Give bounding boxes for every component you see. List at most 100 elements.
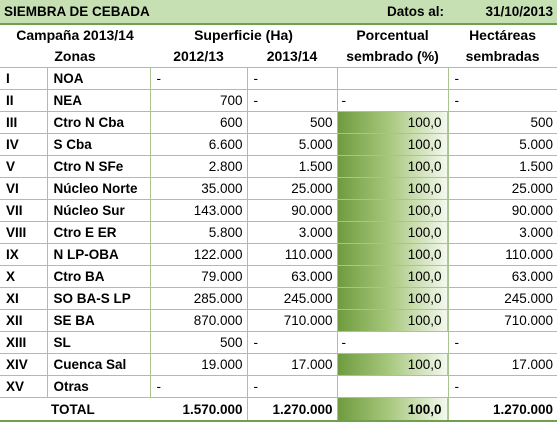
ha-sown: 5.000 [448, 133, 557, 156]
zone-code: XIII [0, 331, 48, 354]
ha-sown: 3.000 [448, 221, 557, 244]
surface-2013: 90.000 [247, 199, 338, 222]
total-row: TOTAL 1.570.000 1.270.000 100,0 1.270.00… [0, 397, 557, 422]
table-row: XII SE BA 870.000 710.000 100,0 710.000 [0, 309, 557, 332]
table-row: XV Otras - - - [0, 375, 557, 398]
zone-code: XI [0, 287, 48, 310]
surface-2012: 700 [150, 89, 248, 112]
pct-sown: 100,0 [337, 287, 449, 310]
surface-2013: - [247, 375, 338, 398]
ha-sown: - [448, 67, 557, 90]
surface-2012: 143.000 [150, 199, 248, 222]
surface-2012: 600 [150, 111, 248, 134]
zone-code: XV [0, 375, 48, 398]
surface-2013: 110.000 [247, 243, 338, 266]
zone-name: S Cba [47, 133, 151, 156]
surface-2012: 2.800 [150, 155, 248, 178]
date-value: 31/10/2013 [448, 0, 557, 25]
surface-2012: 35.000 [150, 177, 248, 200]
table-row: VII Núcleo Sur 143.000 90.000 100,0 90.000 [0, 199, 557, 222]
surface-2012: 79.000 [150, 265, 248, 288]
pct-sown: 100,0 [337, 133, 449, 156]
table-row: X Ctro BA 79.000 63.000 100,0 63.000 [0, 265, 557, 288]
zone-name: NEA [47, 89, 151, 112]
zone-name: Ctro BA [47, 265, 151, 288]
pct-sown: 100,0 [337, 177, 449, 200]
ha-sown: 1.500 [448, 155, 557, 178]
surface-2013: 710.000 [247, 309, 338, 332]
pct-sown: 100,0 [337, 199, 449, 222]
total-2013: 1.270.000 [247, 397, 338, 422]
surface-2012: 19.000 [150, 353, 248, 376]
pct-sown: 100,0 [337, 221, 449, 244]
surface-2013: 17.000 [247, 353, 338, 376]
pct-sown: 100,0 [337, 353, 449, 376]
surface-2013: 500 [247, 111, 338, 134]
zone-name: N LP-OBA [47, 243, 151, 266]
zone-code: IX [0, 243, 48, 266]
total-pct: 100,0 [337, 397, 449, 422]
campaign-header: Campaña 2013/14 [0, 24, 150, 45]
table-row: XIV Cuenca Sal 19.000 17.000 100,0 17.000 [0, 353, 557, 376]
header-row-1: Campaña 2013/14 Superficie (Ha) Porcentu… [0, 24, 557, 45]
table-row: XI SO BA-S LP 285.000 245.000 100,0 245.000 [0, 287, 557, 310]
pct-sown: - [337, 89, 449, 112]
total-label: TOTAL [47, 397, 150, 422]
table-row: II NEA 700- - - [0, 89, 557, 112]
zone-code: II [0, 89, 48, 112]
year1-header: 2012/13 [150, 45, 248, 68]
pct-sown: - [337, 331, 449, 354]
zone-code: VIII [0, 221, 48, 244]
ha-sown: 63.000 [448, 265, 557, 288]
surface-2012: - [150, 67, 248, 90]
ha-sown: - [448, 89, 557, 112]
zone-name: SO BA-S LP [47, 287, 151, 310]
pct-sown [337, 67, 449, 90]
surface-2013: 5.000 [247, 133, 338, 156]
ha-sown: - [448, 375, 557, 398]
zone-name: SE BA [47, 309, 151, 332]
surface-2013: - [247, 89, 338, 112]
zone-name: Ctro E ER [47, 221, 151, 244]
zone-name: NOA [47, 67, 151, 90]
ha-sown: - [448, 331, 557, 354]
surface-2013: 3.000 [247, 221, 338, 244]
surface-2012: 500 [150, 331, 248, 354]
pct-sown: 100,0 [337, 265, 449, 288]
title-row: SIEMBRA DE CEBADA Datos al: 31/10/2013 [0, 0, 557, 25]
sowing-table: SIEMBRA DE CEBADA Datos al: 31/10/2013 C… [0, 0, 557, 422]
surface-2012: 5.800 [150, 221, 248, 244]
table-row: V Ctro N SFe 2.800 1.500 100,0 1.500 [0, 155, 557, 178]
table-row: IX N LP-OBA 122.000 110.000 100,0 110.000 [0, 243, 557, 266]
surface-2013: 25.000 [247, 177, 338, 200]
ha-sown: 110.000 [448, 243, 557, 266]
pct-sown: 100,0 [337, 111, 449, 134]
sheet-title: SIEMBRA DE CEBADA [0, 0, 248, 25]
surface-2012: 6.600 [150, 133, 248, 156]
zone-name: Ctro N SFe [47, 155, 151, 178]
surface-2013: 1.500 [247, 155, 338, 178]
zone-code: VI [0, 177, 48, 200]
ha-header-line1: Hectáreas [448, 24, 557, 45]
total-ha: 1.270.000 [448, 397, 557, 422]
table-row: VI Núcleo Norte 35.000 25.000 100,0 25.000 [0, 177, 557, 200]
zone-name: Otras [47, 375, 151, 398]
table-row: III Ctro N Cba 600 500 100,0 500 [0, 111, 557, 134]
zone-name: SL [47, 331, 151, 354]
zone-code: XII [0, 309, 48, 332]
pct-sown: 100,0 [337, 309, 449, 332]
ha-sown: 710.000 [448, 309, 557, 332]
ha-sown: 90.000 [448, 199, 557, 222]
header-row-2: Zonas 2012/13 2013/14 sembrado (%) sembr… [0, 45, 557, 68]
surface-2013: - [247, 331, 338, 354]
pct-sown: 100,0 [337, 155, 449, 178]
pct-header-line1: Porcentual [337, 24, 449, 45]
zone-name: Núcleo Sur [47, 199, 151, 222]
surface-2013: 245.000 [247, 287, 338, 310]
surface-2012: 285.000 [150, 287, 248, 310]
zone-code: III [0, 111, 48, 134]
ha-sown: 17.000 [448, 353, 557, 376]
zone-name: Núcleo Norte [47, 177, 151, 200]
zone-code: IV [0, 133, 48, 156]
